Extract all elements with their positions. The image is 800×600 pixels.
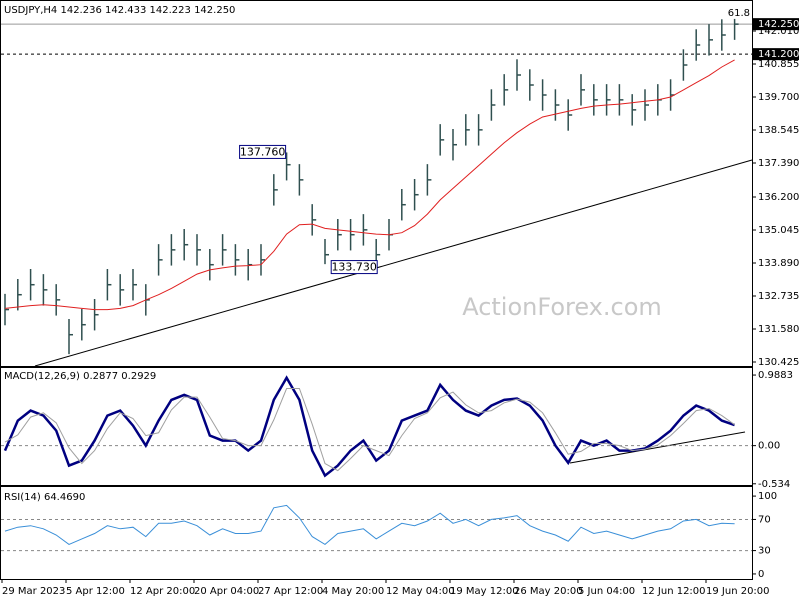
level-label-box xyxy=(753,48,799,61)
y-tick-label: 30 xyxy=(758,546,771,557)
y-tick-label: 135.045 xyxy=(758,225,799,236)
fib-label: 61.8 xyxy=(728,8,750,19)
level-label-box xyxy=(753,18,799,31)
y-tick-label: 136.200 xyxy=(758,192,799,203)
rsi-panel xyxy=(0,486,753,580)
price-title: USDJPY,H4 142.236 142.433 142.223 142.25… xyxy=(4,5,235,16)
y-tick-label: 137.390 xyxy=(758,158,799,169)
y-tick-label: 0.9883 xyxy=(758,370,793,381)
y-tick-label: 0.00 xyxy=(758,441,780,452)
x-tick-label: 29 Mar 2023 xyxy=(2,586,65,597)
annotation-box xyxy=(239,144,287,159)
moving-average xyxy=(4,59,735,311)
y-tick-label: 130.425 xyxy=(758,357,799,368)
annotation-box xyxy=(330,260,378,275)
x-tick-label: 19 May 12:00 xyxy=(450,586,519,597)
y-tick-label: 140.855 xyxy=(758,59,799,70)
y-tick-label: 138.545 xyxy=(758,125,799,136)
watermark: ActionForex.com xyxy=(462,293,662,321)
annotation-label: 133.730 xyxy=(331,261,377,274)
rsi-title: RSI(14) 64.4690 xyxy=(4,492,85,503)
x-tick-label: 12 Jun 12:00 xyxy=(642,586,706,597)
y-tick-label: 132.735 xyxy=(758,291,799,302)
y-tick-label: 100 xyxy=(758,491,777,502)
indicator-line xyxy=(3,375,736,478)
y-tick-label: 133.890 xyxy=(758,258,799,269)
level-label: 141.200 xyxy=(758,49,799,60)
indicator-line xyxy=(4,504,735,546)
y-tick-label: 142.010 xyxy=(758,26,799,37)
level-label: 142.250 xyxy=(758,19,799,30)
x-tick-label: 4 May 20:00 xyxy=(322,586,384,597)
x-tick-label: 20 Apr 04:00 xyxy=(194,586,259,597)
y-tick-label: -0.534 xyxy=(758,479,790,490)
macd-panel xyxy=(0,367,753,486)
trendline xyxy=(34,159,753,367)
y-tick-label: 70 xyxy=(758,514,771,525)
x-tick-label: 27 Apr 12:00 xyxy=(258,586,323,597)
macd-title: MACD(12,26,9) 0.2877 0.2929 xyxy=(4,371,156,382)
x-tick-label: 19 Jun 20:00 xyxy=(706,586,770,597)
annotation-label: 137.760 xyxy=(240,145,286,158)
y-tick-label: 131.580 xyxy=(758,324,799,335)
x-tick-label: 26 May 20:00 xyxy=(514,586,583,597)
x-tick-label: 12 Apr 20:00 xyxy=(130,586,195,597)
x-tick-label: 12 May 04:00 xyxy=(386,586,455,597)
macd-trendline xyxy=(569,431,746,464)
y-tick-label: 0 xyxy=(758,569,764,580)
x-tick-label: 5 Jun 04:00 xyxy=(578,586,635,597)
x-tick-label: 5 Apr 12:00 xyxy=(66,586,125,597)
indicator-line xyxy=(4,388,735,472)
y-tick-label: 139.700 xyxy=(758,92,799,103)
price-panel xyxy=(0,0,753,367)
